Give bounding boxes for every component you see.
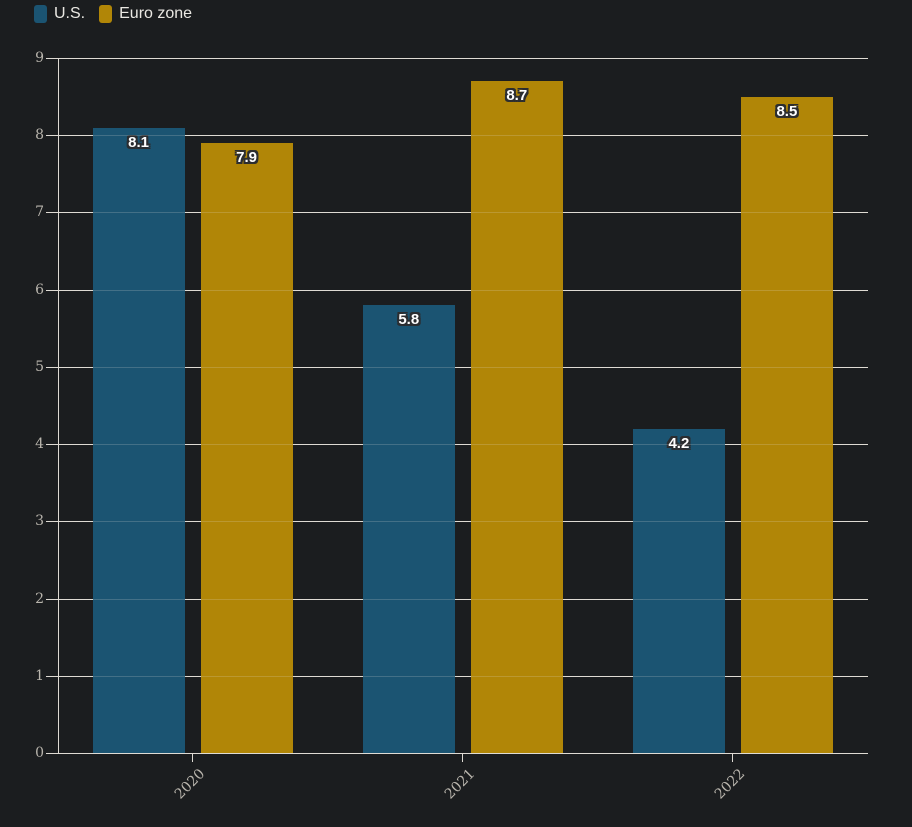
legend-item-eurozone: Euro zone [99, 5, 192, 23]
bar-u-s--2021: 5.8 [362, 305, 455, 753]
bar-euro-zone-2022: 8.5 [740, 96, 833, 753]
y-gridline-overlay-4 [57, 444, 868, 446]
bar-value-label: 5.8 [398, 311, 420, 329]
y-axis-label-3: 3 [35, 513, 44, 530]
y-tick-8 [46, 135, 58, 137]
y-tick-1 [46, 675, 58, 677]
y-gridline-6 [57, 289, 868, 291]
y-gridline-7 [57, 212, 868, 214]
y-gridline-5 [57, 366, 868, 368]
y-gridline-overlay-6 [57, 289, 868, 291]
legend-label-eurozone: Euro zone [119, 5, 193, 22]
bar-value-label: 8.7 [506, 87, 528, 105]
bar-euro-zone-2020: 7.9 [200, 142, 293, 753]
bar-euro-zone-2021: 8.7 [470, 81, 563, 753]
y-gridline-4 [57, 444, 868, 446]
y-axis-label-7: 7 [35, 204, 44, 221]
legend-item-us: U.S. [34, 5, 85, 23]
y-axis-line [57, 58, 59, 754]
x-axis-label-2021: 2021 [441, 766, 479, 803]
bar-u-s--2020: 8.1 [92, 127, 185, 753]
legend-swatch-us [34, 5, 47, 23]
y-gridline-overlay-8 [57, 135, 868, 137]
y-axis-label-5: 5 [35, 358, 44, 375]
x-tick-2022 [732, 753, 734, 762]
y-axis-label-0: 0 [35, 745, 44, 761]
y-tick-3 [46, 521, 58, 523]
bar-value-label: 8.1 [128, 133, 149, 151]
legend-swatch-eurozone [99, 5, 113, 23]
bar-value-label: 4.2 [668, 434, 690, 452]
bar-value-label: 8.5 [776, 102, 798, 120]
y-axis-label-6: 6 [35, 281, 44, 298]
y-gridline-overlay-0 [57, 753, 868, 754]
y-gridline-3 [57, 521, 868, 523]
legend: U.S. Euro zone [34, 5, 192, 23]
x-axis-label-2020: 2020 [171, 766, 208, 803]
bar-u-s--2022: 4.2 [632, 428, 725, 753]
x-axis-label-2022: 2022 [711, 766, 749, 803]
x-tick-2021 [462, 753, 464, 762]
y-axis-label-1: 1 [35, 667, 44, 684]
y-axis-label-2: 2 [35, 590, 44, 607]
y-gridline-8 [57, 135, 868, 137]
y-tick-5 [46, 366, 58, 368]
y-tick-2 [46, 598, 58, 600]
y-tick-0 [46, 753, 58, 754]
legend-label-us: U.S. [54, 5, 86, 22]
y-tick-6 [46, 289, 58, 291]
y-gridline-overlay-1 [57, 675, 868, 677]
y-gridline-overlay-7 [57, 212, 868, 214]
y-axis-label-4: 4 [35, 436, 44, 453]
x-tick-2020 [192, 753, 194, 762]
bar-value-label: 7.9 [236, 148, 257, 166]
y-gridline-overlay-9 [57, 58, 868, 59]
y-gridline-2 [57, 598, 868, 600]
y-gridline-9 [57, 58, 868, 59]
y-tick-7 [46, 212, 58, 214]
y-gridline-overlay-5 [57, 366, 868, 368]
y-tick-9 [46, 58, 58, 59]
y-axis-label-8: 8 [35, 127, 44, 144]
y-gridline-1 [57, 675, 868, 677]
y-axis-label-9: 9 [35, 50, 44, 66]
y-gridline-overlay-3 [57, 521, 868, 523]
y-tick-4 [46, 444, 58, 446]
y-gridline-overlay-2 [57, 598, 868, 600]
